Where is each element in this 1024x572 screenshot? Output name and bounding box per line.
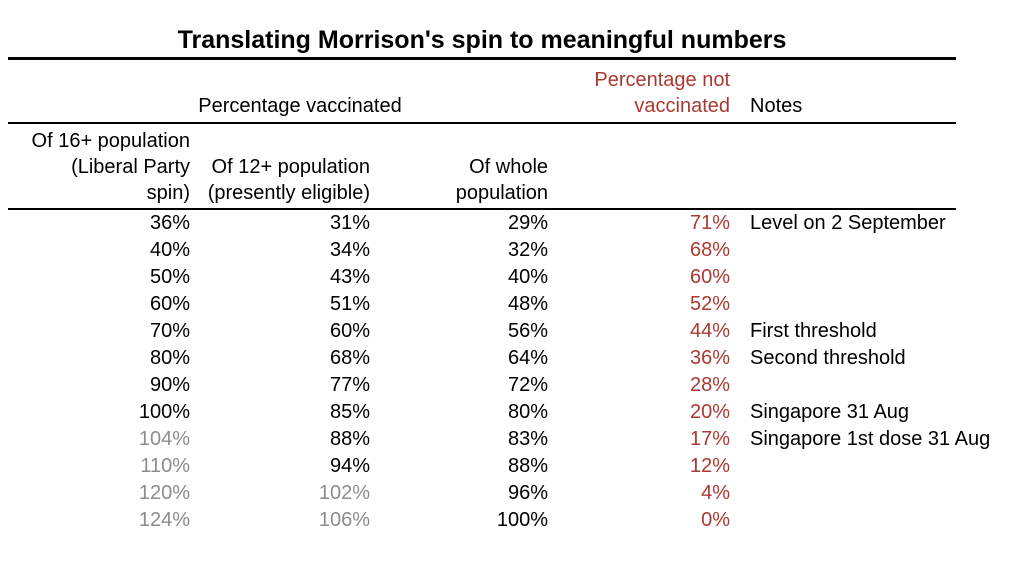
cell-note: [730, 480, 956, 507]
cell-whole: 40%: [507, 266, 549, 288]
cell-12plus: 106%: [318, 509, 370, 531]
cell-whole: 48%: [507, 293, 549, 315]
cell-whole: 72%: [507, 374, 549, 396]
cell-whole: 29%: [507, 212, 549, 234]
cell-12plus: 31%: [329, 212, 370, 234]
cell-not-vaccinated: 36%: [689, 347, 731, 369]
cell-whole: 32%: [507, 239, 549, 261]
cell-12plus: 77%: [329, 374, 370, 396]
data-table: Percentage vaccinated Percentage not vac…: [8, 60, 991, 534]
table-row: 100% 85% 80% 20% Singapore 31 Aug: [8, 399, 956, 426]
cell-not-vaccinated: 0%: [701, 509, 731, 531]
cell-whole: 96%: [507, 482, 549, 504]
cell-16plus: 120%: [138, 482, 190, 504]
cell-12plus: 43%: [329, 266, 370, 288]
cell-16plus: 124%: [138, 509, 190, 531]
cell-note: [730, 507, 956, 534]
cell-note: [730, 291, 956, 318]
cell-16plus: 40%: [149, 239, 190, 261]
cell-12plus: 60%: [329, 320, 370, 342]
cell-note: Singapore 1st dose 31 Aug: [750, 428, 991, 450]
table-row: 40% 34% 32% 68%: [8, 237, 956, 264]
cell-not-vaccinated: 28%: [689, 374, 731, 396]
cell-whole: 80%: [507, 401, 549, 423]
table-row: 70% 60% 56% 44% First threshold: [8, 318, 956, 345]
subheader-spacer-not-vaccinated: [548, 123, 731, 210]
cell-not-vaccinated: 60%: [689, 266, 731, 288]
subheader-whole: Of whole population: [370, 123, 549, 210]
cell-not-vaccinated: 44%: [689, 320, 731, 342]
header-row: Percentage vaccinated Percentage not vac…: [8, 60, 957, 124]
cell-12plus: 102%: [318, 482, 370, 504]
page-title: Translating Morrison's spin to meaningfu…: [8, 0, 956, 60]
header-vaccinated-group: Percentage vaccinated: [8, 60, 549, 124]
header-notes: Notes: [730, 60, 957, 124]
cell-12plus: 68%: [329, 347, 370, 369]
table-body: 36% 31% 29% 71% Level on 2 September 40% 34% 32…: [8, 209, 991, 534]
header-not-vaccinated: Percentage not vaccinated: [548, 60, 731, 124]
cell-12plus: 34%: [329, 239, 370, 261]
cell-note: [730, 453, 956, 480]
cell-whole: 64%: [507, 347, 549, 369]
subheader-12plus: Of 12+ population (presently eligible): [190, 123, 370, 210]
table-sheet: Translating Morrison's spin to meaningfu…: [8, 0, 991, 534]
cell-whole: 56%: [507, 320, 549, 342]
table-row: 50% 43% 40% 60%: [8, 264, 956, 291]
cell-16plus: 36%: [149, 212, 190, 234]
table-row: 36% 31% 29% 71% Level on 2 September: [8, 209, 956, 237]
cell-12plus: 51%: [329, 293, 370, 315]
cell-whole: 88%: [507, 455, 549, 477]
cell-note: [730, 372, 956, 399]
cell-16plus: 104%: [138, 428, 190, 450]
cell-not-vaccinated: 20%: [689, 401, 731, 423]
table-row: 124% 106% 100% 0%: [8, 507, 956, 534]
cell-16plus: 70%: [149, 320, 190, 342]
cell-16plus: 60%: [149, 293, 190, 315]
table-row: 80% 68% 64% 36% Second threshold: [8, 345, 956, 372]
subheader-row: Of 16+ population (Liberal Party spin) O…: [8, 123, 957, 210]
table-row: 90% 77% 72% 28%: [8, 372, 956, 399]
cell-not-vaccinated: 68%: [689, 239, 731, 261]
table-row: 104% 88% 83% 17% Singapore 1st dose 31 Aug: [8, 426, 991, 453]
cell-note: [730, 264, 956, 291]
cell-not-vaccinated: 17%: [689, 428, 731, 450]
cell-16plus: 110%: [140, 455, 190, 477]
cell-not-vaccinated: 4%: [701, 482, 731, 504]
subheader-16plus: Of 16+ population (Liberal Party spin): [8, 123, 190, 210]
cell-note: Singapore 31 Aug: [750, 401, 910, 423]
cell-16plus: 100%: [138, 401, 190, 423]
table-row: 120% 102% 96% 4%: [8, 480, 956, 507]
cell-note: Level on 2 September: [750, 212, 946, 234]
cell-whole: 100%: [496, 509, 549, 531]
cell-not-vaccinated: 12%: [689, 455, 731, 477]
cell-12plus: 88%: [329, 428, 370, 450]
cell-whole: 83%: [507, 428, 549, 450]
cell-not-vaccinated: 52%: [689, 293, 731, 315]
cell-not-vaccinated: 71%: [689, 212, 731, 234]
cell-note: Second threshold: [750, 347, 906, 369]
cell-12plus: 94%: [329, 455, 370, 477]
cell-16plus: 80%: [149, 347, 190, 369]
cell-note: [730, 237, 956, 264]
cell-16plus: 90%: [149, 374, 190, 396]
cell-12plus: 85%: [329, 401, 370, 423]
subheader-spacer-notes: [730, 123, 957, 210]
cell-16plus: 50%: [149, 266, 190, 288]
cell-note: First threshold: [750, 320, 877, 342]
table-row: 110% 94% 88% 12%: [8, 453, 956, 480]
table-row: 60% 51% 48% 52%: [8, 291, 956, 318]
